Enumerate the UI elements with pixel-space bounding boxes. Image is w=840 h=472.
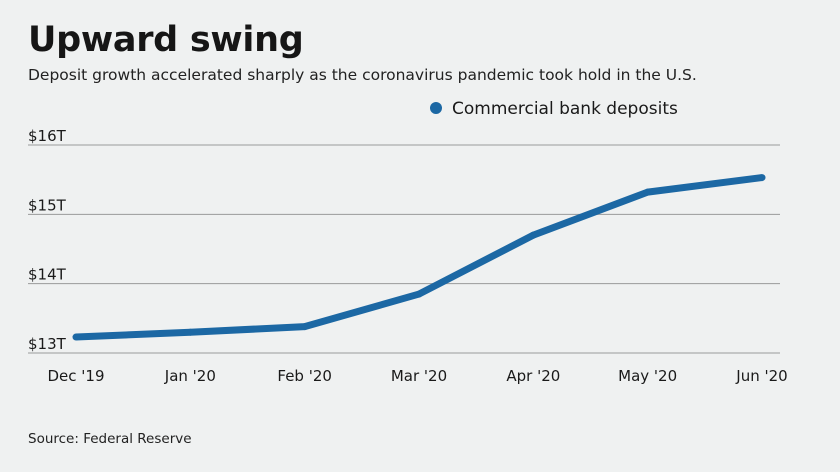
data-point: [758, 174, 766, 182]
legend-marker: [430, 102, 442, 114]
x-tick-label: Jan '20: [164, 367, 216, 385]
series-layer: [72, 174, 766, 341]
x-tick-label: Feb '20: [277, 367, 332, 385]
x-tick-label: Mar '20: [391, 367, 447, 385]
source-note: Source: Federal Reserve: [28, 431, 192, 447]
x-tick-label: Dec '19: [47, 367, 104, 385]
y-tick-label: $14T: [28, 266, 67, 284]
y-tick-label: $15T: [28, 196, 67, 214]
x-tick-label: Jun '20: [735, 367, 787, 385]
chart-subtitle: Deposit growth accelerated sharply as th…: [28, 66, 697, 84]
data-point: [415, 290, 423, 298]
data-point: [186, 328, 194, 336]
data-point: [529, 231, 537, 239]
legend-label: Commercial bank deposits: [452, 99, 678, 119]
y-tick-label: $16T: [28, 127, 67, 145]
series-line-commercial-bank-deposits: [75, 174, 763, 341]
y-tick-labels: $13T $14T $15T $16T: [28, 127, 67, 353]
chart-title: Upward swing: [28, 20, 304, 60]
data-point: [72, 333, 80, 341]
x-tick-labels: Dec '19 Jan '20 Feb '20 Mar '20 Apr '20 May '…: [47, 367, 787, 385]
data-point: [644, 188, 652, 196]
legend: Commercial bank deposits: [430, 99, 678, 119]
data-point: [301, 323, 309, 331]
x-tick-label: Apr '20: [506, 367, 560, 385]
x-tick-label: May '20: [618, 367, 677, 385]
y-tick-label: $13T: [28, 335, 67, 353]
gridlines: [28, 144, 780, 354]
